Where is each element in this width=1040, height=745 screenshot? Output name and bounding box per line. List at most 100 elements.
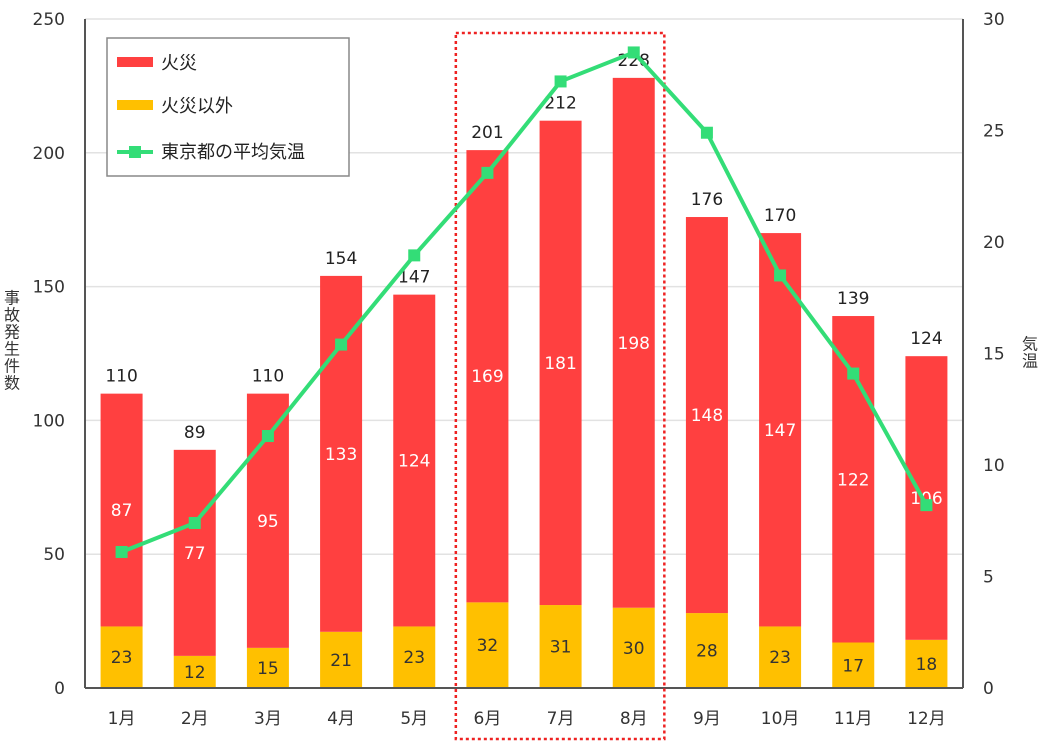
bar-non-fire (539, 605, 582, 688)
temperature-point (627, 46, 640, 59)
y-tick-label: 100 (33, 411, 65, 431)
y-tick-label: 150 (33, 278, 65, 298)
data-label-non-fire: 23 (111, 648, 133, 668)
bar-fire (393, 294, 436, 627)
x-tick-label: 9月 (693, 709, 721, 729)
data-label-total: 89 (184, 423, 206, 443)
plot-frame (84, 19, 964, 689)
y2-tick-label: 10 (983, 456, 1005, 476)
bar-non-fire (100, 626, 143, 688)
data-label-fire: 95 (257, 512, 279, 532)
data-label-total: 154 (325, 249, 357, 269)
x-tick-label: 4月 (327, 709, 355, 729)
y2-tick-label: 5 (983, 568, 994, 588)
x-tick-label: 12月 (907, 709, 946, 729)
x-tick-label: 8月 (620, 709, 648, 729)
bar-fire (173, 449, 216, 656)
bar-non-fire (612, 607, 655, 688)
y2-axis-title: 気温 (1022, 335, 1038, 371)
data-label-total: 124 (910, 329, 942, 349)
y2-tick-label: 25 (983, 122, 1005, 142)
data-label-total: 147 (398, 268, 430, 288)
bar-non-fire (759, 626, 802, 688)
bar-fire (905, 356, 948, 640)
temperature-point (188, 516, 201, 529)
temperature-point (261, 430, 274, 443)
bar-non-fire (173, 655, 216, 688)
data-label-non-fire: 30 (623, 639, 645, 659)
legend-label-temperature: 東京都の平均気温 (161, 142, 305, 163)
x-tick-label: 1月 (108, 709, 136, 729)
y-tick-label: 0 (54, 679, 65, 699)
bar-fire (539, 120, 582, 606)
data-label-non-fire: 21 (330, 651, 352, 671)
y-tick-label: 250 (33, 10, 65, 30)
temperature-point (408, 249, 421, 262)
data-label-fire: 181 (544, 354, 576, 374)
data-label-total: 110 (105, 367, 137, 387)
data-label-fire: 133 (325, 445, 357, 465)
bar-fire (759, 233, 802, 627)
axis-titles: 事故発生件数 気温 (4, 289, 1038, 393)
data-label-fire: 198 (618, 334, 650, 354)
temperature-point (554, 75, 567, 88)
data-label-non-fire: 23 (403, 648, 425, 668)
temperature-polyline (120, 50, 929, 554)
data-label-non-fire: 15 (257, 659, 279, 679)
highlight-box (454, 31, 666, 741)
highlight-rect (454, 31, 666, 741)
x-axis-ticks: 1月 2月 3月 4月 5月 6月 7月 8月 9月 10月 11月 12月 (108, 709, 946, 729)
y2-tick-label: 30 (983, 10, 1005, 30)
bar-non-fire (832, 642, 875, 688)
data-label-total: 139 (837, 289, 869, 309)
x-tick-label: 2月 (181, 709, 209, 729)
bar-fire (320, 275, 363, 632)
temperature-point (700, 126, 713, 139)
temperature-point (847, 367, 860, 380)
legend-label-fire: 火災 (161, 53, 197, 74)
data-label-non-fire: 18 (916, 655, 938, 675)
data-label-non-fire: 23 (769, 648, 791, 668)
legend-swatch-fire (117, 57, 153, 67)
temperature-point (774, 269, 787, 282)
bar-fire (100, 393, 143, 627)
legend-swatch-non-fire (117, 100, 153, 110)
x-tick-label: 5月 (400, 709, 428, 729)
data-label-total: 170 (764, 206, 796, 226)
data-label-total: 176 (691, 190, 723, 210)
y2-tick-label: 15 (983, 345, 1005, 365)
temperature-line (115, 46, 933, 558)
data-label-fire: 148 (691, 406, 723, 426)
temperature-point (115, 545, 128, 558)
x-tick-label: 6月 (474, 709, 502, 729)
y-tick-label: 200 (33, 144, 65, 164)
data-label-fire: 87 (111, 501, 133, 521)
x-tick-label: 7月 (547, 709, 575, 729)
data-label-total: 212 (544, 94, 576, 114)
temperature-point (481, 166, 494, 179)
legend-swatch-temperature-point (129, 146, 141, 158)
bar-non-fire (393, 626, 436, 688)
data-label-fire: 147 (764, 421, 796, 441)
bar-fire (685, 217, 728, 614)
bar-fire (466, 150, 509, 603)
data-label-total: 201 (471, 123, 503, 143)
legend-label-non-fire: 火災以外 (161, 96, 233, 117)
bar-non-fire (685, 613, 728, 688)
bar-fire (612, 77, 655, 608)
x-tick-label: 11月 (834, 709, 873, 729)
bar-non-fire (905, 639, 948, 688)
data-label-fire: 122 (837, 470, 869, 490)
y2-tick-label: 0 (983, 679, 994, 699)
y-axis-title: 事故発生件数 (4, 289, 20, 393)
y-tick-label: 50 (43, 545, 65, 565)
right-axis-ticks: 0 5 10 15 20 25 30 (983, 10, 1005, 699)
data-label-fire: 77 (184, 544, 206, 564)
data-label-non-fire: 32 (477, 636, 499, 656)
data-label-total: 110 (252, 367, 284, 387)
left-axis-ticks: 0 50 100 150 200 250 (33, 10, 65, 699)
x-tick-label: 3月 (254, 709, 282, 729)
bar-non-fire (246, 647, 289, 688)
